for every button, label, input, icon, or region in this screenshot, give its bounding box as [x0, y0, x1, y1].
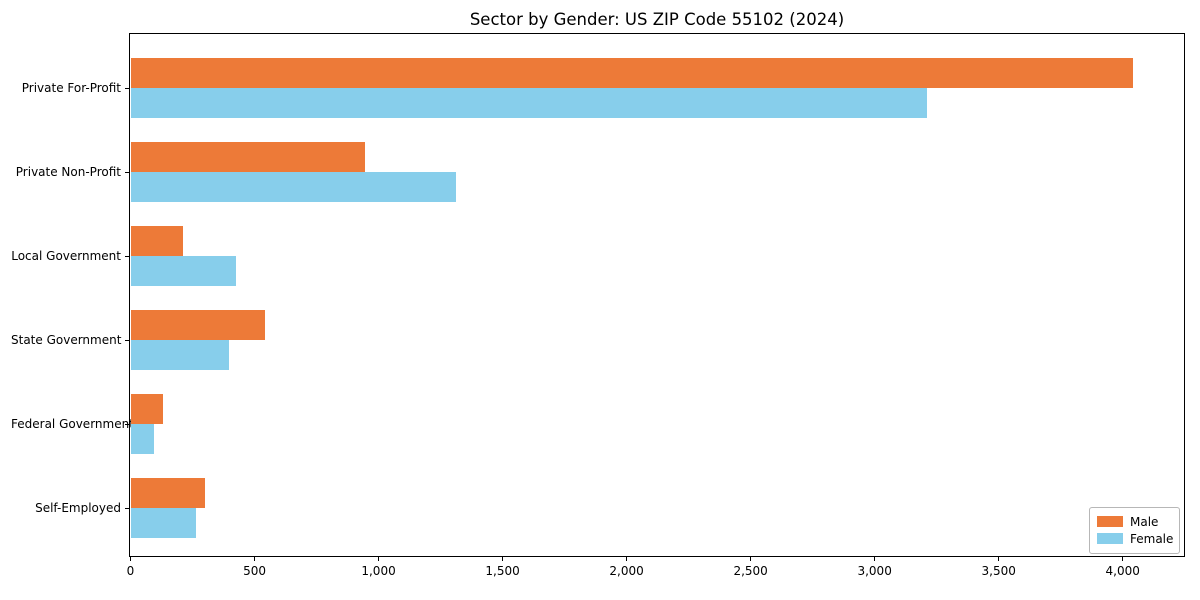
- legend-item-female: Female: [1097, 530, 1174, 547]
- x-tick-label-0: 0: [126, 564, 135, 578]
- y-axis-label-federal-government: Federal Government: [11, 417, 134, 431]
- x-tick-3000: [874, 557, 876, 561]
- bar-female-federal-government: [130, 424, 155, 454]
- legend-label-male: Male: [1130, 514, 1159, 529]
- x-tick-2000: [626, 557, 628, 561]
- legend-item-male: Male: [1097, 513, 1172, 530]
- x-tick-label-500: 500: [243, 564, 266, 578]
- legend: Male Female: [1089, 507, 1180, 554]
- plot-area: [129, 33, 1185, 557]
- bar-male-state-government: [130, 310, 265, 340]
- y-tick-self-employed: [125, 507, 129, 509]
- y-tick-federal-government: [125, 423, 129, 425]
- x-tick-500: [253, 557, 256, 561]
- y-axis-label-private-for-profit: Private For-Profit: [21, 81, 121, 95]
- x-tick-0: [129, 557, 132, 561]
- x-tick-label-1500: 1,500: [485, 564, 520, 578]
- y-axis-label-self-employed: Self-Employed: [35, 501, 121, 515]
- bar-male-self-employed: [130, 478, 205, 508]
- y-axis-label-state-government: State Government: [11, 333, 122, 347]
- x-tick-label-3500: 3,500: [981, 564, 1016, 578]
- x-tick-1000: [377, 557, 380, 561]
- y-tick-state-government: [125, 339, 129, 341]
- x-tick-label-2500: 2,500: [733, 564, 768, 578]
- x-tick-label-3000: 3,000: [857, 564, 892, 578]
- bar-female-local-government: [130, 256, 236, 286]
- x-tick-4000: [1122, 557, 1124, 561]
- bar-male-local-government: [130, 226, 183, 256]
- y-axis-label-private-non-profit: Private Non-Profit: [15, 165, 121, 179]
- y-tick-private-for-profit: [125, 87, 129, 89]
- y-tick-private-non-profit: [125, 171, 129, 173]
- female-color-swatch: [1097, 533, 1123, 544]
- bar-female-state-government: [130, 340, 229, 370]
- chart-title: Sector by Gender: US ZIP Code 55102 (202…: [469, 10, 845, 29]
- y-axis-label-local-government: Local Government: [11, 249, 121, 263]
- x-tick-label-4000: 4,000: [1105, 564, 1140, 578]
- bar-male-private-non-profit: [130, 142, 365, 172]
- x-tick-label-2000: 2,000: [609, 564, 644, 578]
- x-tick-3500: [998, 557, 1000, 561]
- male-color-swatch: [1097, 516, 1123, 527]
- x-tick-label-1000: 1,000: [361, 564, 396, 578]
- bar-female-private-for-profit: [130, 88, 927, 118]
- bar-male-federal-government: [130, 394, 163, 424]
- x-tick-2500: [750, 557, 752, 561]
- bar-male-private-for-profit: [130, 58, 1133, 88]
- y-tick-local-government: [125, 255, 129, 257]
- bar-female-private-non-profit: [130, 172, 456, 202]
- legend-label-female: Female: [1130, 531, 1174, 546]
- x-tick-1500: [501, 557, 504, 561]
- bar-female-self-employed: [130, 508, 197, 538]
